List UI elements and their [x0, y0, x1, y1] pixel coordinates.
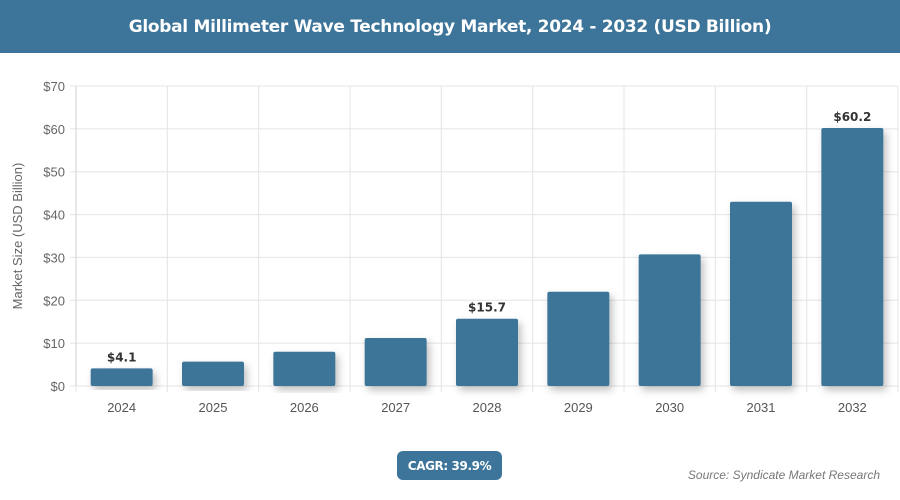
y-tick-label: $50 [43, 165, 65, 180]
data-label: $15.7 [468, 301, 506, 315]
chart-title: Global Millimeter Wave Technology Market… [0, 0, 900, 53]
y-tick-label: $10 [43, 336, 65, 351]
bar-2024 [90, 368, 153, 386]
x-tick-label: 2025 [199, 400, 228, 415]
y-axis-title: Market Size (USD Billion) [10, 163, 25, 310]
x-tick-label: 2030 [655, 400, 684, 415]
bar-2029 [547, 291, 610, 386]
bar-2028 [456, 318, 518, 386]
bar-2026 [273, 351, 336, 386]
x-tick-label: 2028 [473, 400, 502, 415]
bar-2027 [364, 338, 427, 386]
bar-2025 [182, 361, 244, 386]
x-tick-label: 2024 [107, 400, 136, 415]
x-tick-label: 2029 [564, 400, 593, 415]
x-tick-label: 2032 [838, 400, 867, 415]
bar-2030 [638, 254, 701, 386]
y-tick-label: $0 [51, 379, 65, 394]
x-tick-label: 2027 [381, 400, 410, 415]
y-tick-label: $60 [43, 122, 65, 137]
y-tick-label: $30 [43, 250, 65, 265]
data-label: $4.1 [107, 350, 137, 364]
y-tick-label: $70 [43, 79, 65, 94]
bar-2031 [730, 201, 792, 386]
y-tick-label: $20 [43, 293, 65, 308]
x-tick-label: 2031 [747, 400, 776, 415]
source-note: Source: Syndicate Market Research [687, 468, 880, 482]
data-label: $60.2 [833, 110, 871, 124]
bar-2032 [821, 128, 884, 386]
x-tick-label: 2026 [290, 400, 319, 415]
cagr-badge: CAGR: 39.9% [397, 451, 502, 480]
y-tick-label: $40 [43, 208, 65, 223]
